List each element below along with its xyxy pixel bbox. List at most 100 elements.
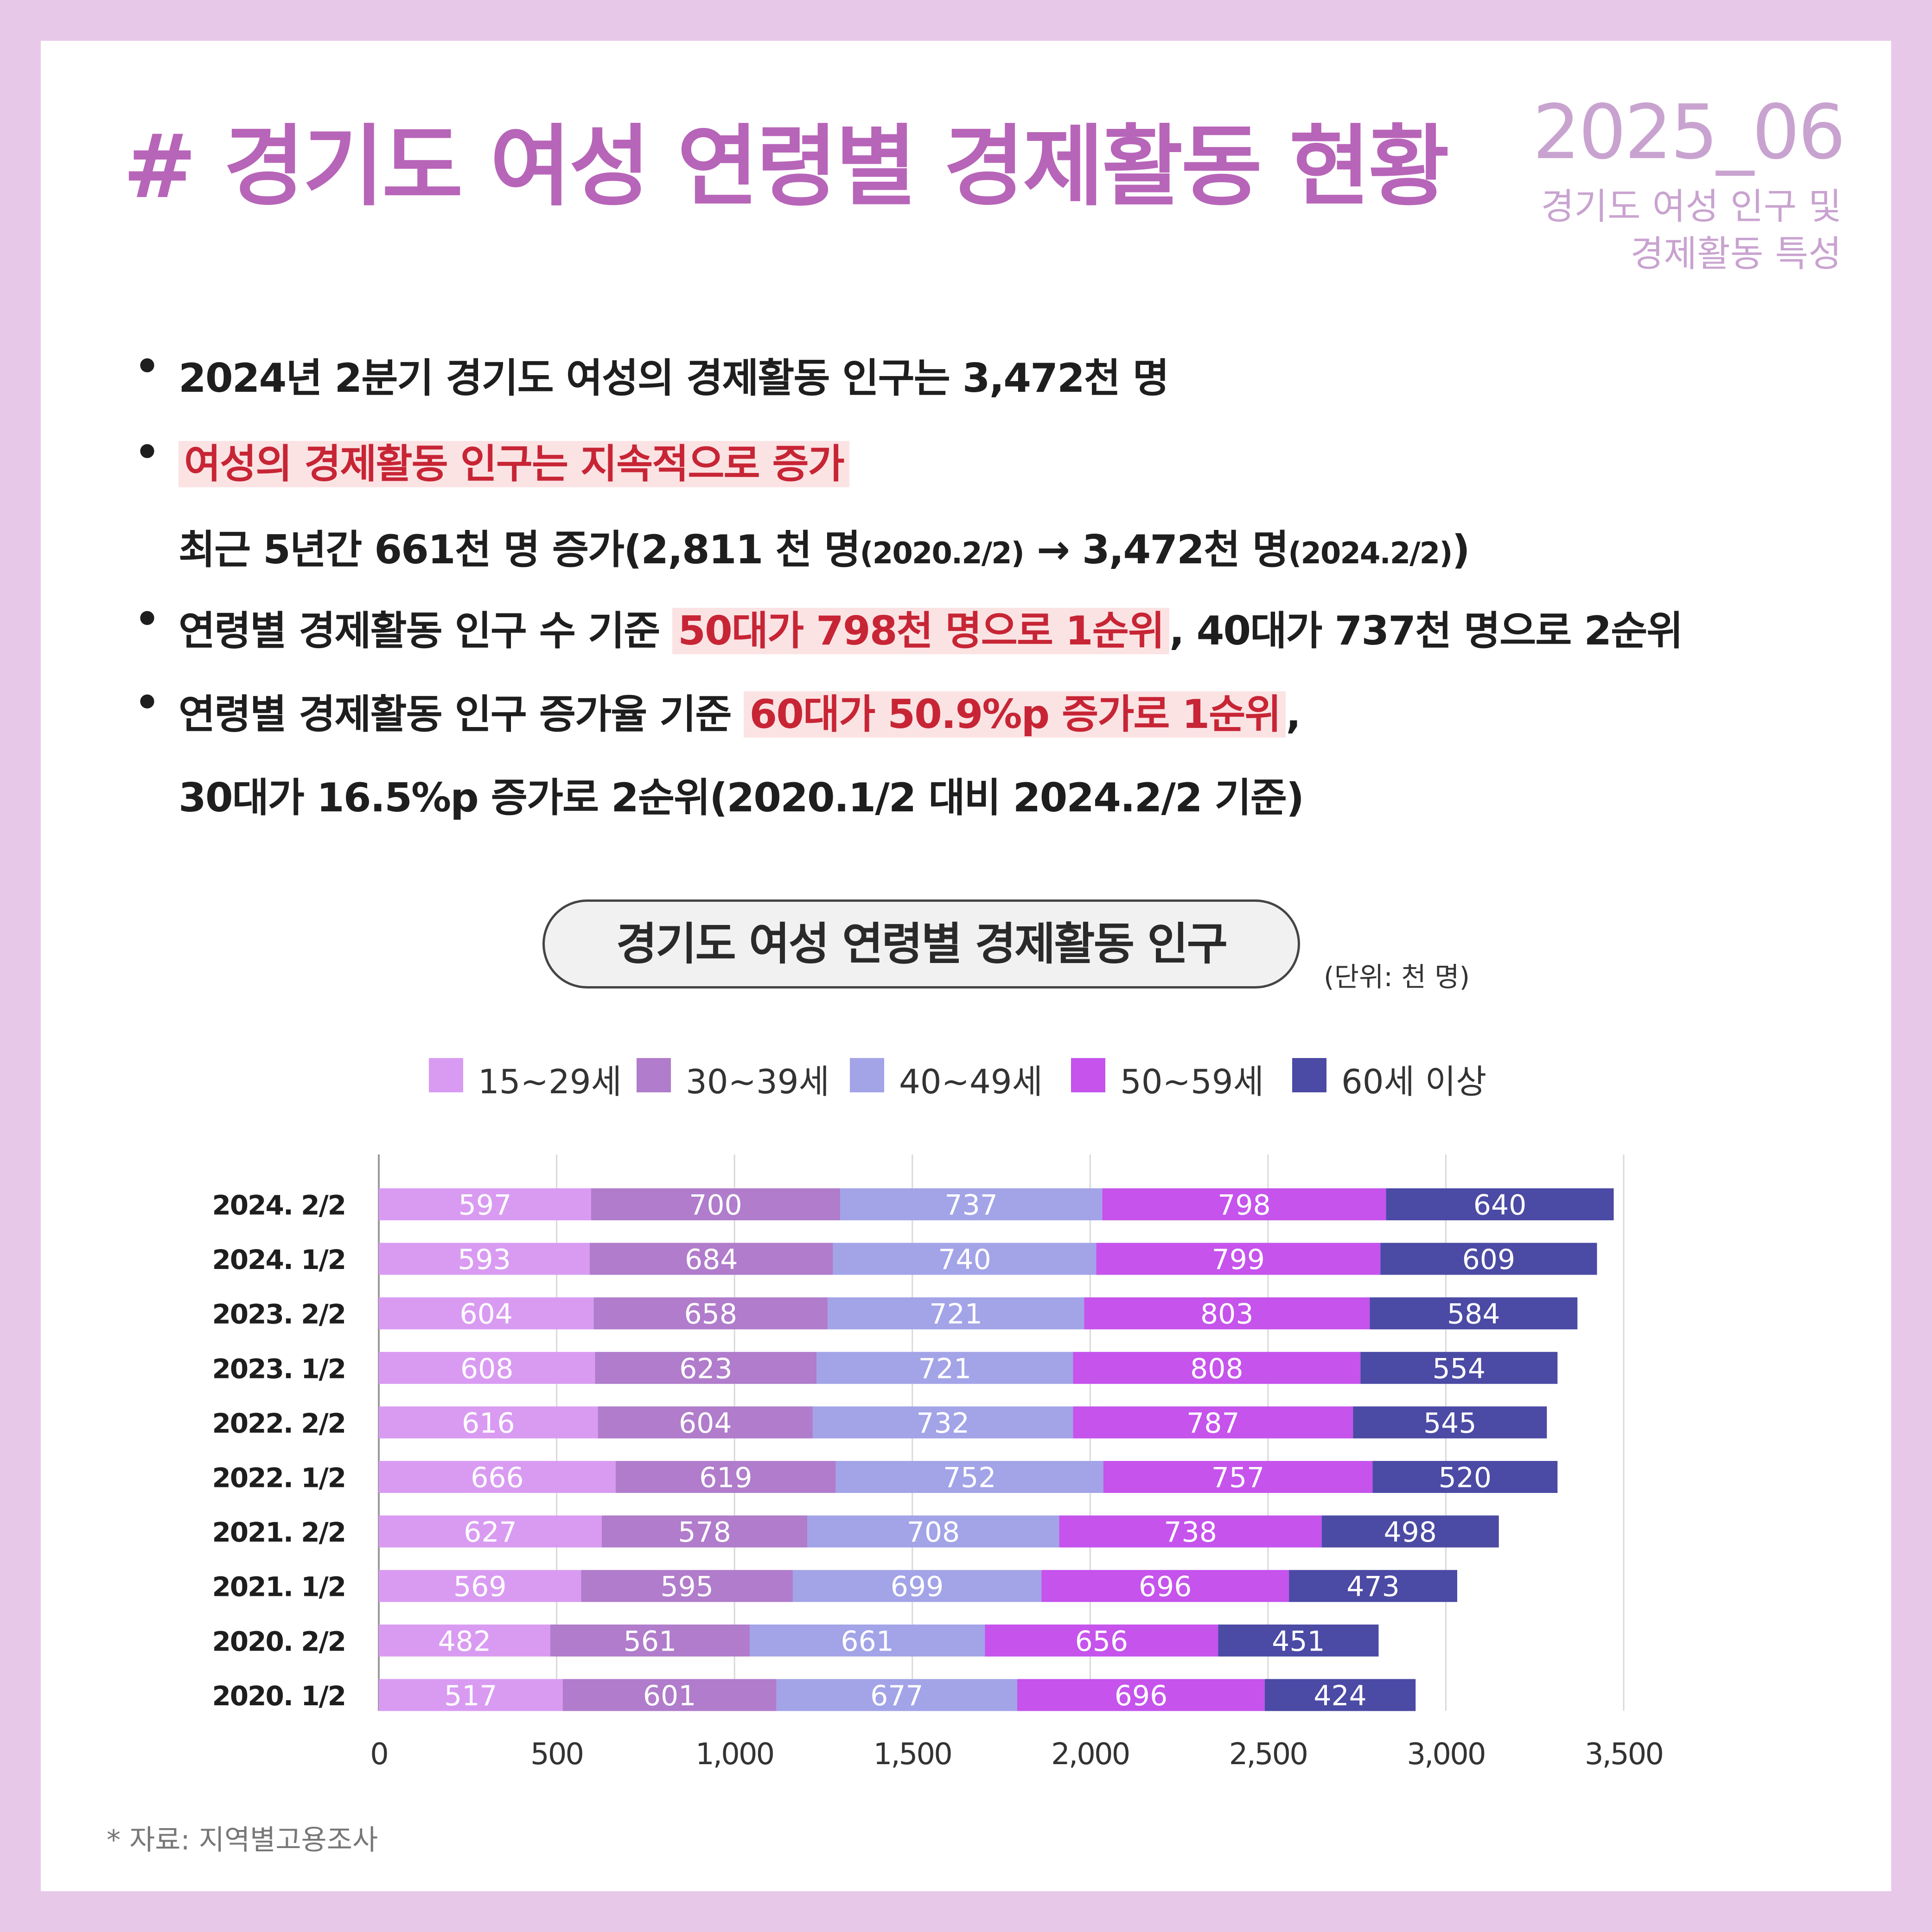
data-label: 661 bbox=[841, 1625, 894, 1658]
bullet-2-cont-c: → 3,472천 명 bbox=[1023, 527, 1289, 573]
x-tick-label: 1,000 bbox=[695, 1737, 773, 1772]
category-label: 2021. 2/2 bbox=[212, 1517, 345, 1548]
bar-segment bbox=[591, 1188, 840, 1220]
data-label: 569 bbox=[453, 1571, 507, 1603]
bullet-dot-icon: • bbox=[134, 680, 160, 726]
x-tick-label: 3,000 bbox=[1407, 1737, 1485, 1772]
legend-swatch bbox=[850, 1058, 884, 1092]
bar-segment bbox=[1321, 1515, 1499, 1548]
bar-segment bbox=[593, 1297, 828, 1330]
data-label: 604 bbox=[459, 1298, 513, 1331]
category-label: 2020. 1/2 bbox=[212, 1680, 345, 1712]
subtitle-line-1: 경기도 여성 인구 및 bbox=[1541, 186, 1842, 228]
chart-title: 경기도 여성 연령별 경제활동 인구 bbox=[542, 899, 1300, 988]
legend-label: 30~39세 bbox=[686, 1062, 829, 1101]
data-label: 584 bbox=[1447, 1298, 1500, 1331]
bullet-2-cont-e: ) bbox=[1452, 527, 1470, 573]
data-label: 666 bbox=[471, 1462, 524, 1494]
bullet-dot-icon: • bbox=[134, 429, 160, 476]
legend-label: 60세 이상 bbox=[1341, 1062, 1487, 1101]
legend-swatch bbox=[429, 1058, 463, 1092]
data-label: 451 bbox=[1272, 1625, 1325, 1658]
data-label: 640 bbox=[1473, 1189, 1527, 1222]
data-label: 545 bbox=[1423, 1407, 1477, 1440]
legend-swatch bbox=[1071, 1058, 1105, 1092]
issue-number: 2025_06 bbox=[1532, 89, 1846, 176]
bar-segment bbox=[1289, 1570, 1457, 1602]
bar-segment bbox=[379, 1679, 563, 1711]
data-label: 424 bbox=[1314, 1680, 1367, 1712]
bar-segment bbox=[1372, 1461, 1558, 1493]
data-label: 721 bbox=[929, 1298, 982, 1331]
bullet-4-highlight: 60대가 50.9%p 증가로 1순위 bbox=[744, 691, 1286, 738]
data-label: 604 bbox=[679, 1407, 732, 1440]
bar-segment bbox=[1380, 1243, 1597, 1275]
data-label: 520 bbox=[1439, 1462, 1492, 1494]
bar-segment bbox=[1370, 1297, 1578, 1330]
bullet-dot-icon: • bbox=[134, 596, 160, 643]
bar-segment bbox=[1103, 1461, 1373, 1493]
bar-segment bbox=[985, 1624, 1218, 1657]
bar-segment bbox=[750, 1624, 985, 1657]
bar-segment bbox=[379, 1515, 602, 1548]
data-label: 732 bbox=[916, 1407, 969, 1440]
subtitle-line-2: 경제활동 특성 bbox=[1630, 233, 1842, 275]
bar-segment bbox=[601, 1515, 808, 1548]
bullet-2-cont-d: (2024.2/2) bbox=[1288, 536, 1453, 571]
bar-segment bbox=[1073, 1406, 1353, 1439]
bar-segment bbox=[840, 1188, 1103, 1220]
bullet-4-cont-text: 30대가 16.5%p 증가로 2순위(2020.1/2 대비 2024.2/2… bbox=[179, 775, 1304, 821]
data-label: 757 bbox=[1211, 1462, 1265, 1494]
bullet-2-text: 여성의 경제활동 인구는 지속적으로 증가 bbox=[179, 431, 849, 489]
data-label: 721 bbox=[918, 1352, 972, 1385]
bullet-2-cont-a: 최근 5년간 661천 명 증가(2,811 천 명 bbox=[179, 527, 861, 573]
data-label: 708 bbox=[907, 1516, 960, 1549]
data-label: 737 bbox=[944, 1189, 998, 1222]
legend-label: 15~29세 bbox=[478, 1062, 622, 1101]
data-label: 808 bbox=[1190, 1352, 1243, 1385]
bar-segment bbox=[1041, 1570, 1289, 1602]
data-label: 656 bbox=[1075, 1625, 1129, 1658]
source-note: * 자료: 지역별고용조사 bbox=[107, 1824, 378, 1856]
data-label: 627 bbox=[464, 1516, 517, 1549]
bar-segment bbox=[1386, 1188, 1614, 1220]
data-label: 700 bbox=[689, 1189, 742, 1222]
data-label: 623 bbox=[679, 1352, 733, 1385]
bar-segment bbox=[615, 1461, 836, 1493]
x-tick-label: 2,500 bbox=[1229, 1737, 1307, 1772]
data-label: 738 bbox=[1164, 1516, 1217, 1549]
category-label: 2023. 1/2 bbox=[212, 1353, 345, 1384]
bar-segment bbox=[1218, 1624, 1379, 1657]
data-label: 696 bbox=[1139, 1571, 1192, 1603]
x-tick-label: 1,500 bbox=[874, 1737, 951, 1772]
data-label: 684 bbox=[685, 1243, 738, 1276]
bar-segment bbox=[1017, 1679, 1265, 1711]
x-tick-label: 0 bbox=[370, 1737, 388, 1772]
bar-segment bbox=[1264, 1679, 1416, 1711]
bar-segment bbox=[379, 1297, 594, 1330]
bullet-1-text: 2024년 2분기 경기도 여성의 경제활동 인구는 3,472천 명 bbox=[179, 355, 1169, 402]
bar-segment bbox=[379, 1570, 581, 1602]
data-label: 578 bbox=[678, 1516, 731, 1549]
bar-segment bbox=[807, 1515, 1059, 1548]
data-label: 597 bbox=[459, 1189, 512, 1222]
bar-segment bbox=[379, 1243, 590, 1275]
page-title: # 경기도 여성 연령별 경제활동 현황 bbox=[123, 115, 1449, 218]
issue-subtitle: 경기도 여성 인구 및 경제활동 특성 bbox=[1541, 183, 1842, 278]
category-label: 2021. 1/2 bbox=[212, 1571, 345, 1603]
bullet-2-cont-b: (2020.2/2) bbox=[860, 536, 1025, 571]
data-label: 740 bbox=[938, 1243, 991, 1276]
data-label: 616 bbox=[462, 1407, 515, 1440]
data-label: 699 bbox=[891, 1571, 944, 1603]
data-label: 658 bbox=[684, 1298, 737, 1331]
data-label: 593 bbox=[458, 1243, 511, 1276]
bar-segment bbox=[776, 1679, 1018, 1711]
data-label: 752 bbox=[943, 1462, 996, 1494]
bar-segment bbox=[816, 1352, 1073, 1384]
bar-segment bbox=[379, 1352, 595, 1384]
bar-segment bbox=[595, 1352, 817, 1384]
bar-segment bbox=[1073, 1352, 1361, 1384]
bar-segment bbox=[1360, 1352, 1558, 1384]
bar-segment bbox=[550, 1624, 750, 1657]
